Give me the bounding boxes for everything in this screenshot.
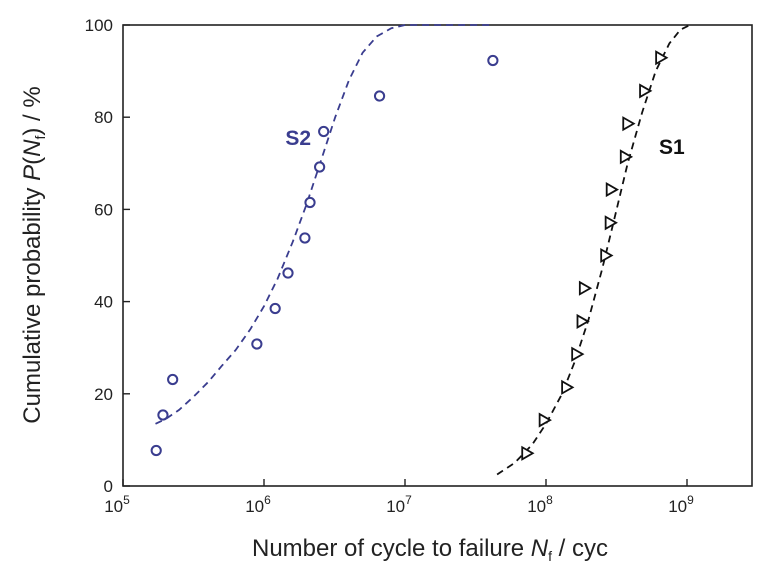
x-axis: 105 106 107 108 109: [104, 479, 694, 516]
series-label-s1: S1: [659, 136, 685, 159]
plot-frame: [122, 24, 753, 487]
fit-curve-s1: [496, 24, 691, 476]
point-s1: [521, 445, 535, 461]
y-axis-title-close: ): [19, 128, 46, 136]
x-axis-title-unit: / cyc: [552, 535, 608, 562]
x-tick-base: 10: [245, 497, 264, 516]
x-tick-exponent: 6: [264, 493, 271, 507]
x-tick-label: 108: [527, 493, 553, 516]
x-tick-base: 10: [386, 497, 405, 516]
point-s2: [251, 338, 263, 350]
point-s2: [314, 161, 326, 173]
point-s2: [304, 196, 316, 209]
x-tick-exponent: 8: [546, 493, 553, 507]
point-s1: [576, 313, 590, 329]
y-tick-label: 0: [104, 477, 113, 496]
point-s1: [619, 149, 634, 165]
data-points: [150, 50, 669, 461]
fit-curves: [155, 24, 691, 476]
x-tick-exponent: 7: [405, 493, 412, 507]
y-axis-title-main: Cumulative probability: [19, 181, 46, 424]
point-s1: [639, 83, 653, 99]
point-s1: [600, 247, 614, 264]
series-label-s2: S2: [285, 127, 311, 150]
y-axis: 0 20 40 60 80 100: [85, 16, 130, 496]
point-s1: [655, 50, 669, 66]
point-s1: [604, 215, 618, 231]
x-tick-label: 106: [245, 493, 271, 516]
point-s1: [578, 280, 593, 296]
x-axis-title: Number of cycle to failure Nf / cyc: [252, 535, 608, 564]
y-tick-label: 60: [94, 200, 113, 219]
y-axis-title-sub: f: [32, 136, 48, 140]
point-s2: [269, 302, 281, 315]
x-tick-base: 10: [104, 497, 123, 516]
point-s2: [487, 54, 499, 67]
x-tick-base: 10: [527, 497, 546, 516]
x-axis-title-main: Number of cycle to failure: [252, 535, 531, 562]
y-axis-title-unit: / %: [19, 86, 46, 127]
y-axis-title-var2: N: [19, 139, 46, 157]
y-axis-title-var: P: [19, 165, 46, 181]
x-axis-title-sub: f: [548, 548, 552, 564]
x-tick-label: 107: [386, 493, 412, 516]
point-s1: [561, 379, 575, 395]
point-s1: [538, 412, 552, 428]
point-s2: [150, 444, 162, 457]
y-axis-title-open: (: [19, 157, 46, 165]
point-s2: [282, 267, 294, 279]
x-tick-base: 10: [668, 497, 687, 516]
y-axis-title: Cumulative probability P(Nf) / %: [19, 86, 48, 423]
point-s2: [318, 125, 330, 138]
y-tick-label: 80: [94, 108, 113, 127]
point-s1: [622, 116, 636, 132]
point-s2: [157, 409, 169, 421]
y-tick-label: 40: [94, 293, 113, 312]
point-s1: [605, 182, 620, 198]
series-labels: S2 S1: [285, 127, 685, 159]
y-tick-label: 20: [94, 385, 113, 404]
point-s2: [167, 373, 179, 386]
x-axis-title-var: N: [531, 535, 549, 562]
x-tick-label: 109: [668, 493, 694, 516]
x-tick-exponent: 5: [123, 493, 130, 507]
point-s2: [373, 90, 386, 102]
point-s2: [299, 232, 311, 244]
y-tick-label: 100: [85, 16, 113, 35]
point-s1: [571, 346, 585, 362]
x-tick-exponent: 9: [687, 493, 694, 507]
fit-curve-s2: [155, 24, 493, 425]
x-tick-label: 105: [104, 493, 130, 516]
